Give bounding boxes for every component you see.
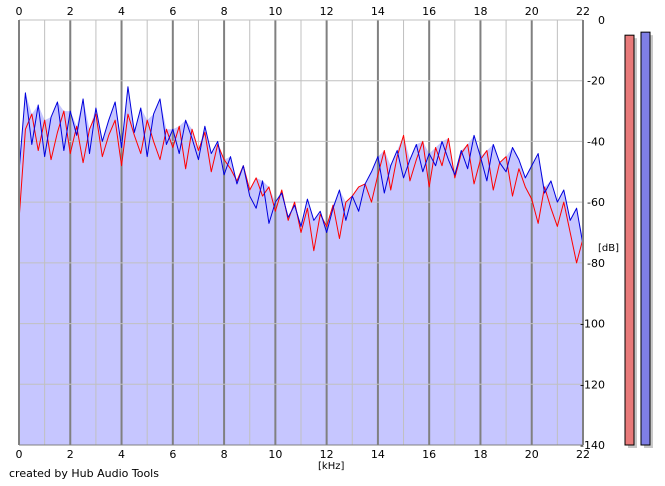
x-tick-label-top: 12: [320, 5, 334, 18]
series-line-red-channel: [18, 110, 584, 264]
x-tick-label-bottom: 16: [422, 448, 436, 461]
x-tick-label-bottom: 6: [169, 448, 176, 461]
y-tick-label: -140: [580, 439, 605, 452]
series-layer: [18, 86, 584, 264]
axes: [18, 20, 584, 446]
x-tick-label-bottom: 0: [16, 448, 23, 461]
x-tick-label-top: 20: [525, 5, 539, 18]
y-axis-label: [dB]: [598, 243, 620, 254]
x-tick-label-top: 6: [169, 5, 176, 18]
x-tick-label-top: 10: [268, 5, 282, 18]
level-meter-blue: [640, 31, 651, 446]
y-tick-label: -20: [587, 75, 605, 88]
x-tick-label-bottom: 10: [268, 448, 282, 461]
y-tick-label: -120: [580, 378, 605, 391]
x-tick-label-bottom: 2: [67, 448, 74, 461]
x-tick-label-top: 14: [371, 5, 385, 18]
x-tick-label-bottom: 12: [320, 448, 334, 461]
x-tick-label-bottom: 18: [473, 448, 487, 461]
x-tick-label-bottom: 14: [371, 448, 385, 461]
tick-labels: 002244668810101212141416161818202022220-…: [16, 5, 606, 461]
x-tick-label-bottom: 8: [221, 448, 228, 461]
x-tick-label-bottom: 20: [525, 448, 539, 461]
credit-text: created by Hub Audio Tools: [9, 467, 159, 480]
x-tick-label-top: 2: [67, 5, 74, 18]
y-tick-label: -80: [587, 257, 605, 270]
y-tick-label: -60: [587, 196, 605, 209]
level-meter-red: [624, 34, 635, 446]
x-tick-label-top: 22: [576, 5, 590, 18]
x-tick-label-top: 0: [16, 5, 23, 18]
x-tick-label-top: 4: [118, 5, 125, 18]
x-tick-label-top: 18: [473, 5, 487, 18]
x-tick-label-top: 8: [221, 5, 228, 18]
series-line-blue-channel: [18, 86, 584, 245]
x-tick-label-top: 16: [422, 5, 436, 18]
x-tick-label-bottom: 22: [576, 448, 590, 461]
x-tick-label-bottom: 4: [118, 448, 125, 461]
y-tick-label: -100: [580, 318, 605, 331]
y-tick-label: -40: [587, 135, 605, 148]
x-axis-label: [kHz]: [318, 461, 345, 472]
level-meters: [624, 31, 653, 449]
y-tick-label: 0: [598, 14, 605, 27]
